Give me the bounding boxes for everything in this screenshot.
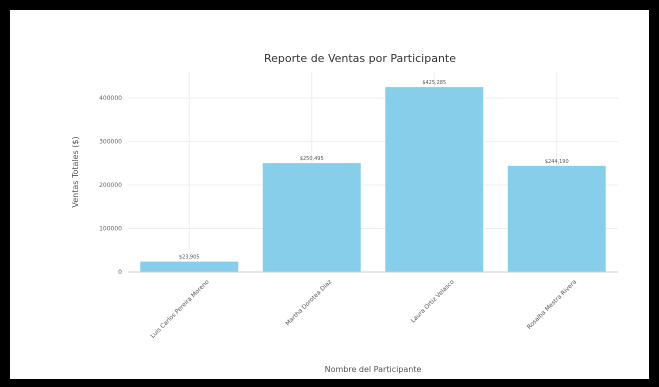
x-tick-label: Rosalba Mestra Rivera bbox=[526, 278, 579, 331]
bar bbox=[140, 261, 239, 272]
x-tick-label: Martha Dorotea Diaz bbox=[284, 278, 333, 327]
y-tick-label: 400000 bbox=[99, 95, 122, 102]
y-tick-label: 0 bbox=[118, 269, 122, 276]
data-label: $250,495 bbox=[300, 156, 324, 162]
x-axis-label: Nombre del Participante bbox=[325, 365, 422, 374]
bar-chart: Reporte de Ventas por Participante 0 1000… bbox=[71, 52, 618, 374]
x-tick-label: Laura Ortiz Velasco bbox=[410, 278, 456, 324]
x-tick-label: Luis Carlos Pereira Moreno bbox=[149, 278, 210, 339]
y-axis-ticks: 0 100000 200000 300000 400000 bbox=[99, 95, 122, 276]
bars bbox=[140, 87, 606, 272]
y-tick-label: 200000 bbox=[99, 182, 122, 189]
data-label: $23,905 bbox=[179, 255, 200, 261]
data-labels: $23,905 $250,495 $425,285 $244,190 bbox=[179, 80, 569, 261]
data-label: $244,190 bbox=[545, 159, 569, 165]
chart-title: Reporte de Ventas por Participante bbox=[264, 52, 456, 65]
y-tick-label: 300000 bbox=[99, 139, 122, 146]
bar bbox=[262, 163, 361, 272]
y-axis-label: Ventas Totales ($) bbox=[71, 136, 80, 207]
y-tick-label: 100000 bbox=[99, 226, 122, 233]
bar bbox=[385, 87, 484, 272]
chart-canvas: Reporte de Ventas por Participante 0 1000… bbox=[10, 10, 649, 379]
data-label: $425,285 bbox=[422, 80, 446, 86]
x-axis-categories: Luis Carlos Pereira Moreno Martha Dorotea… bbox=[149, 278, 578, 339]
bar bbox=[507, 165, 606, 272]
